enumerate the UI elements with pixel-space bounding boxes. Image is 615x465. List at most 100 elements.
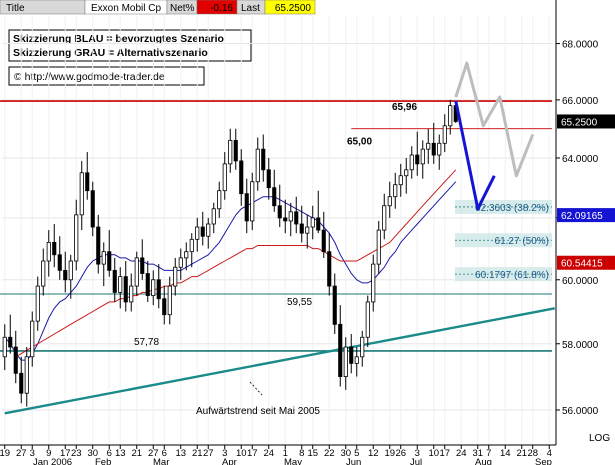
candle-body: [321, 229, 326, 253]
candle-body: [13, 346, 18, 374]
candle: [85, 152, 90, 200]
candle-body: [129, 285, 134, 303]
candle-body: [437, 142, 442, 156]
candle: [250, 172, 255, 231]
x-tick-label: 15: [307, 448, 318, 459]
candle-body: [376, 229, 381, 265]
candle-body: [46, 242, 51, 262]
candle-body: [431, 142, 436, 156]
candle-body: [184, 251, 189, 259]
y-tick-label: 58.0000: [562, 340, 599, 351]
price-tag: [557, 114, 615, 129]
candle-body: [283, 217, 288, 222]
candle-body: [261, 148, 266, 171]
candle: [13, 330, 18, 384]
candle: [96, 214, 101, 274]
candle: [288, 202, 293, 237]
log-scale-label: LOG: [589, 433, 610, 444]
x-tick-label: 31: [472, 448, 483, 459]
candle: [255, 137, 260, 191]
candle: [8, 314, 13, 354]
last-label: Last: [241, 3, 260, 14]
x-tick-label: 23: [71, 448, 82, 459]
x-tick-label: 27: [16, 448, 27, 459]
x-tick-label: 1: [283, 448, 288, 459]
candle: [338, 305, 343, 387]
candle: [107, 230, 112, 277]
candle-body: [41, 260, 46, 287]
uptrend-line: [4, 307, 555, 415]
candle: [19, 356, 24, 404]
x-tick-label: 22: [324, 448, 335, 459]
x-tick-label: 21: [131, 448, 142, 459]
candle: [200, 211, 205, 246]
y-axis: 56.000058.000060.000062.000064.000066.00…: [556, 40, 615, 444]
candle-body: [415, 154, 420, 165]
candle-body: [222, 163, 227, 192]
instrument-name: Exxon Mobil Cp: [91, 3, 161, 14]
x-tick-label: 9: [46, 448, 51, 459]
candle-body: [167, 285, 172, 316]
x-tick-label: 17: [439, 448, 450, 459]
candle: [244, 178, 249, 234]
candle: [129, 273, 134, 312]
x-tick-label: 28: [527, 448, 538, 459]
month-label: Apr: [222, 457, 237, 465]
candle-body: [398, 175, 403, 186]
fib-label: 62.3603 (38.2%): [475, 203, 549, 214]
x-tick-label: 19: [0, 448, 10, 459]
candle: [173, 257, 178, 296]
candle-body: [118, 276, 123, 293]
x-tick-label: 7: [486, 448, 491, 459]
candle-body: [156, 279, 161, 300]
candle: [233, 128, 238, 170]
candle-body: [19, 372, 24, 394]
candle-body: [382, 205, 387, 231]
candle-body: [2, 336, 7, 358]
y-tick-label: 64.0000: [562, 154, 599, 165]
candle-body: [151, 279, 156, 296]
candle-body: [74, 214, 79, 262]
candle-body: [305, 226, 310, 234]
x-tick-label: 17: [60, 448, 71, 459]
x-tick-label: 3: [222, 448, 227, 459]
header-bar: Title Exxon Mobil Cp Net% -0.16 Last 65.…: [0, 0, 316, 15]
candle-body: [173, 266, 178, 287]
x-tick-label: 14: [500, 448, 511, 459]
resistance-label: 65,96: [392, 102, 417, 113]
legend-line-gray: Skizzierung GRAU = Alternativszenario: [13, 47, 208, 59]
candle: [365, 295, 370, 348]
last-value: 65.2500: [275, 3, 312, 14]
candle-body: [63, 269, 68, 281]
candle: [316, 190, 321, 234]
candle: [420, 140, 425, 179]
x-tick-label: 3: [415, 448, 420, 459]
candle: [382, 193, 387, 240]
x-tick-label: 30: [340, 448, 351, 459]
candle-body: [244, 193, 249, 222]
candle-body: [123, 276, 128, 303]
candle-body: [448, 105, 453, 127]
candle: [140, 239, 145, 280]
x-tick-label: 27: [203, 448, 214, 459]
candle-body: [365, 301, 370, 338]
candle: [437, 134, 442, 170]
candle: [24, 347, 29, 407]
candle-body: [228, 139, 233, 165]
candle-body: [162, 298, 167, 316]
candle-body: [211, 208, 216, 225]
grid: [2, 16, 552, 444]
candle: [206, 217, 211, 249]
netpct-value: -0.16: [210, 3, 233, 14]
month-label: Jan 2006: [33, 457, 72, 465]
candle-body: [101, 251, 106, 265]
candle: [228, 128, 233, 173]
candle-body: [57, 254, 62, 271]
candle: [376, 220, 381, 274]
candle: [294, 196, 299, 234]
candle-body: [35, 285, 40, 322]
candle-body: [24, 356, 29, 394]
candle: [156, 264, 161, 309]
candle-body: [52, 242, 57, 256]
